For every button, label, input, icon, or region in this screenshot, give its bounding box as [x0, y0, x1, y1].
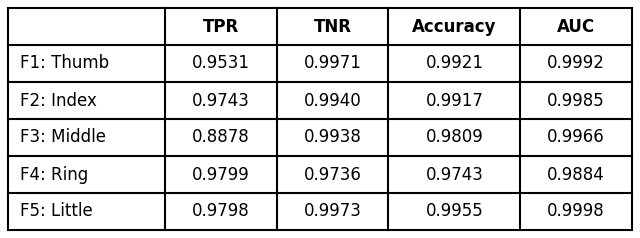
Text: 0.9955: 0.9955 [426, 203, 483, 220]
Text: 0.9736: 0.9736 [304, 165, 362, 183]
Text: 0.9985: 0.9985 [547, 91, 605, 109]
Text: 0.8878: 0.8878 [192, 129, 250, 147]
Text: 0.9998: 0.9998 [547, 203, 605, 220]
Text: 0.9743: 0.9743 [426, 165, 483, 183]
Text: 0.9798: 0.9798 [192, 203, 250, 220]
Text: 0.9743: 0.9743 [192, 91, 250, 109]
Text: 0.9971: 0.9971 [304, 55, 362, 73]
Text: 0.9917: 0.9917 [426, 91, 483, 109]
Text: 0.9531: 0.9531 [192, 55, 250, 73]
Text: 0.9992: 0.9992 [547, 55, 605, 73]
Text: 0.9921: 0.9921 [426, 55, 483, 73]
Text: F1: Thumb: F1: Thumb [19, 55, 109, 73]
Text: 0.9938: 0.9938 [304, 129, 362, 147]
Text: TPR: TPR [203, 18, 239, 35]
Text: TNR: TNR [314, 18, 352, 35]
Text: 0.9966: 0.9966 [547, 129, 605, 147]
Text: 0.9940: 0.9940 [304, 91, 362, 109]
Text: F3: Middle: F3: Middle [19, 129, 106, 147]
Text: F4: Ring: F4: Ring [19, 165, 88, 183]
Text: AUC: AUC [557, 18, 595, 35]
Text: 0.9884: 0.9884 [547, 165, 605, 183]
Text: F5: Little: F5: Little [19, 203, 92, 220]
Text: Accuracy: Accuracy [412, 18, 497, 35]
Text: F2: Index: F2: Index [19, 91, 97, 109]
Text: 0.9799: 0.9799 [192, 165, 250, 183]
Text: 0.9973: 0.9973 [304, 203, 362, 220]
Text: 0.9809: 0.9809 [426, 129, 483, 147]
